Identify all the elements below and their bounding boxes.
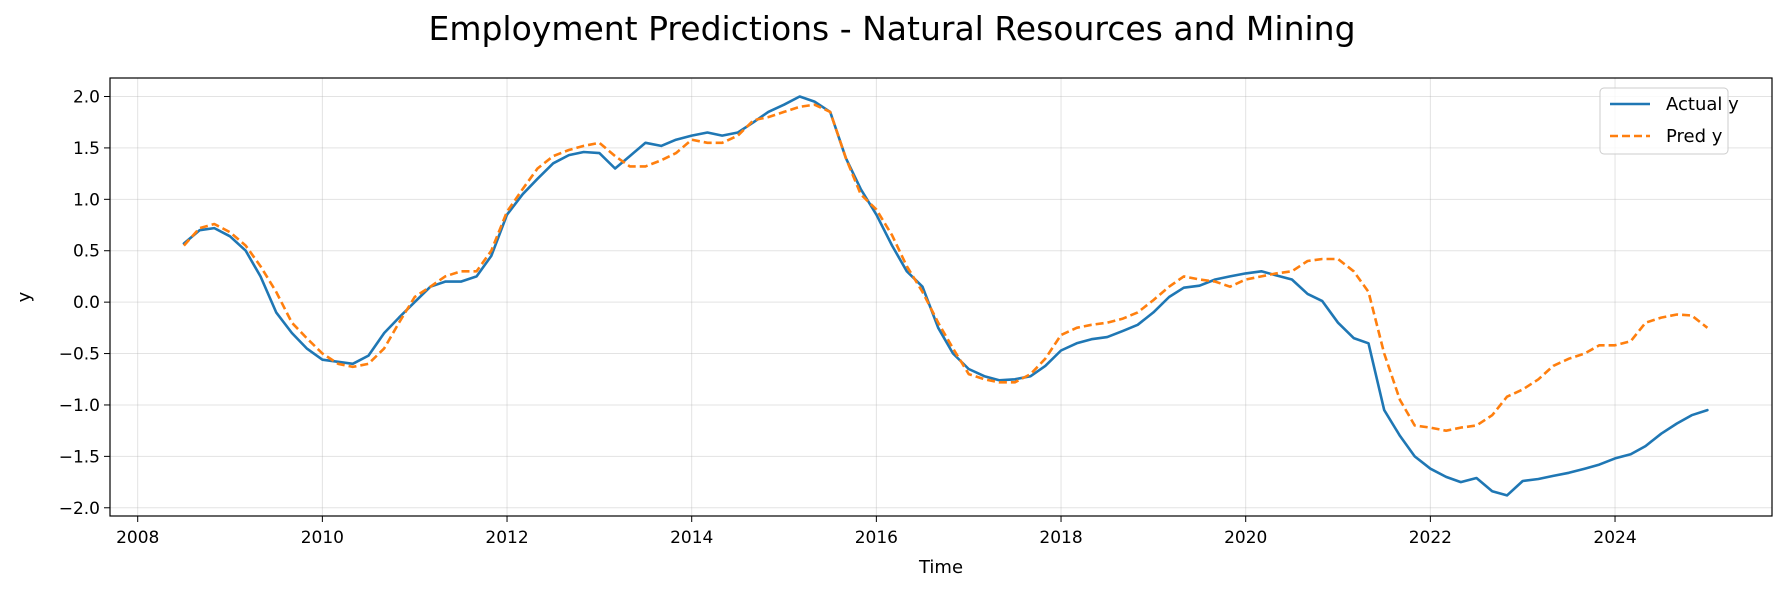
x-tick-label: 2010 (301, 528, 344, 548)
legend-label-actual: Actual y (1666, 94, 1739, 115)
x-tick-label: 2012 (485, 528, 528, 548)
x-axis-title: Time (918, 557, 963, 578)
legend: Actual y Pred y (1599, 87, 1739, 155)
x-tick-label: 2016 (855, 528, 898, 548)
y-tick-label: 0.5 (73, 242, 100, 262)
y-tick-label: 2.0 (73, 88, 100, 108)
series-line-pred (182, 103, 1709, 432)
legend-label-pred: Pred y (1666, 126, 1723, 147)
plot-frame (109, 77, 1773, 517)
x-tick-label: 2008 (116, 528, 159, 548)
series-layer (182, 95, 1709, 497)
grid-lines (110, 78, 1772, 516)
y-tick-label: 1.5 (73, 139, 100, 159)
y-tick-label: −1.5 (59, 447, 100, 467)
y-tick-label: −2.0 (59, 499, 100, 519)
y-tick-label: −0.5 (59, 345, 100, 365)
x-tick-label: 2014 (670, 528, 713, 548)
x-tick-label: 2024 (1593, 528, 1636, 548)
x-tick-label: 2020 (1224, 528, 1267, 548)
series-line-actual (182, 95, 1709, 497)
y-tick-label: −1.0 (59, 396, 100, 416)
chart-title: Employment Predictions - Natural Resourc… (428, 9, 1355, 48)
x-tick-label: 2018 (1039, 528, 1082, 548)
y-tick-label: 1.0 (73, 190, 100, 210)
axis-ticks: 2008 2010 2012 2014 2016 2018 2020 2022 2024 −2.0… (59, 88, 1637, 548)
y-axis-title: y (14, 291, 35, 302)
x-tick-label: 2022 (1409, 528, 1452, 548)
y-tick-label: 0.0 (73, 293, 100, 313)
